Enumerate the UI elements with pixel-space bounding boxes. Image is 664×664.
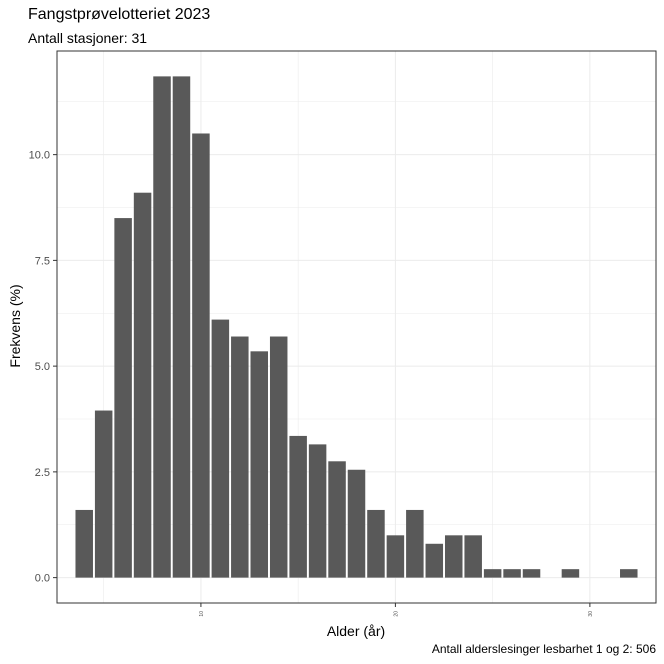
y-tick-label: 10.0 — [29, 150, 50, 162]
y-tick-label: 5.0 — [35, 361, 50, 373]
x-tick-label: 10 — [199, 611, 205, 617]
bars — [75, 76, 638, 578]
bar — [347, 469, 366, 578]
bar — [620, 569, 638, 578]
chart-caption: Antall alderslesinger lesbarhet 1 og 2: … — [431, 642, 656, 656]
chart-subtitle: Antall stasjoner: 31 — [28, 30, 148, 46]
bar — [444, 535, 463, 578]
bar — [114, 218, 132, 578]
bar — [172, 76, 191, 578]
y-tick-label: 0.0 — [35, 573, 50, 585]
bar — [289, 435, 307, 578]
bar — [328, 461, 346, 578]
chart-title: Fangstprøvelotteriet 2023 — [28, 6, 211, 23]
bar — [425, 543, 444, 578]
bar — [561, 569, 580, 578]
bar — [211, 319, 230, 578]
x-axis-label: Alder (år) — [327, 623, 385, 639]
bar — [522, 569, 541, 578]
x-tick-label: 20 — [393, 611, 399, 617]
bar — [386, 535, 405, 578]
x-tick-label: 30 — [588, 611, 594, 617]
x-axis: 10 20 30 — [199, 603, 594, 617]
bar — [464, 535, 482, 578]
y-tick-label: 2.5 — [35, 467, 50, 479]
bar — [133, 192, 152, 578]
bar — [153, 76, 171, 578]
bar — [250, 351, 269, 578]
bar — [231, 336, 249, 578]
y-axis: 0.0 2.5 5.0 7.5 10.0 — [29, 150, 57, 585]
bar — [483, 569, 502, 578]
bar — [308, 444, 327, 578]
bar — [503, 569, 521, 578]
bar — [367, 509, 385, 578]
y-tick-label: 7.5 — [35, 255, 50, 267]
bar — [192, 133, 210, 578]
bar — [75, 509, 93, 578]
bar — [94, 410, 113, 578]
bar — [406, 509, 424, 578]
y-axis-label: Frekvens (%) — [7, 284, 23, 367]
panel-border — [56, 50, 657, 604]
bar — [269, 336, 288, 578]
